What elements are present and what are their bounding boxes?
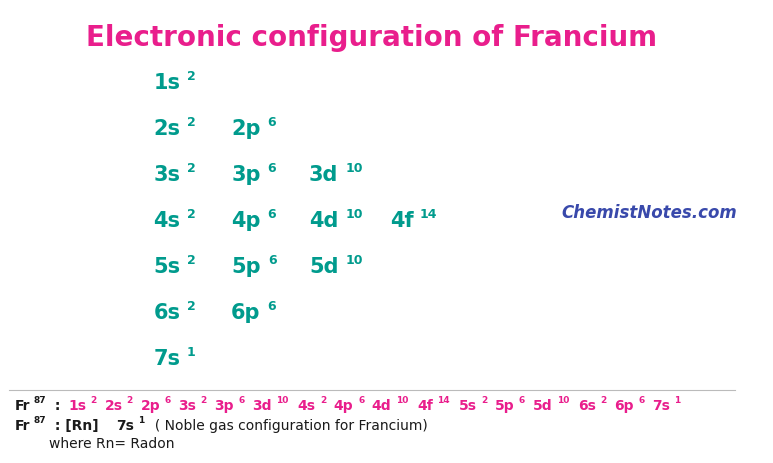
Text: 5d: 5d: [533, 399, 553, 413]
Text: 1: 1: [138, 416, 144, 425]
Text: 2: 2: [187, 254, 196, 267]
Text: Electronic configuration of Francium: Electronic configuration of Francium: [87, 24, 658, 52]
Text: 7s: 7s: [116, 419, 134, 433]
Text: 2p: 2p: [231, 119, 261, 139]
Text: 3p: 3p: [214, 399, 234, 413]
Text: where Rn= Radon: where Rn= Radon: [49, 437, 175, 451]
Text: 6: 6: [239, 396, 245, 405]
Text: 10: 10: [346, 162, 363, 175]
Text: 2: 2: [601, 396, 607, 405]
Text: 6: 6: [267, 254, 277, 267]
Text: 87: 87: [34, 416, 46, 425]
Text: 1s: 1s: [68, 399, 87, 413]
Text: 6: 6: [358, 396, 364, 405]
Text: 6s: 6s: [153, 303, 180, 323]
Text: 5d: 5d: [309, 257, 339, 277]
Text: 4s: 4s: [153, 211, 180, 231]
Text: 3p: 3p: [231, 165, 261, 185]
Text: 4p: 4p: [231, 211, 261, 231]
Text: 6: 6: [638, 396, 645, 405]
Text: 5p: 5p: [231, 257, 261, 277]
Text: 1: 1: [674, 396, 680, 405]
Text: 5p: 5p: [495, 399, 514, 413]
Text: 7s: 7s: [652, 399, 670, 413]
Text: 10: 10: [557, 396, 570, 405]
Text: 2: 2: [187, 116, 196, 129]
Text: 2: 2: [187, 300, 196, 313]
Text: 87: 87: [34, 396, 46, 405]
Text: 2: 2: [187, 208, 196, 221]
Text: 1: 1: [187, 346, 196, 359]
Text: 5s: 5s: [153, 257, 180, 277]
Text: ( Noble gas configuration for Francium): ( Noble gas configuration for Francium): [145, 419, 427, 433]
Text: 6p: 6p: [615, 399, 634, 413]
Text: 2: 2: [187, 162, 196, 175]
Text: 3d: 3d: [252, 399, 272, 413]
Text: 4f: 4f: [390, 211, 414, 231]
Text: 10: 10: [277, 396, 289, 405]
Text: 2p: 2p: [141, 399, 160, 413]
Text: 6s: 6s: [578, 399, 596, 413]
Text: 4f: 4f: [417, 399, 433, 413]
Text: 2: 2: [481, 396, 487, 405]
Text: 6: 6: [165, 396, 171, 405]
Text: 7s: 7s: [153, 349, 180, 369]
Text: 2: 2: [187, 69, 196, 82]
Text: 2: 2: [127, 396, 133, 405]
Text: 6: 6: [267, 116, 276, 129]
Text: 2s: 2s: [104, 399, 122, 413]
Text: :: :: [49, 399, 65, 413]
Text: 4p: 4p: [334, 399, 353, 413]
Text: Fr: Fr: [15, 419, 30, 433]
Text: 10: 10: [396, 396, 408, 405]
Text: 2: 2: [320, 396, 326, 405]
Text: 5s: 5s: [458, 399, 477, 413]
Text: 6: 6: [267, 162, 276, 175]
Text: 3s: 3s: [179, 399, 196, 413]
Text: : [Rn]: : [Rn]: [49, 419, 103, 433]
Text: Fr: Fr: [15, 399, 30, 413]
Text: 6: 6: [519, 396, 525, 405]
Text: 6: 6: [267, 300, 276, 313]
Text: ChemistNotes.com: ChemistNotes.com: [561, 204, 737, 222]
Text: 2s: 2s: [153, 119, 180, 139]
Text: 10: 10: [346, 208, 363, 221]
Text: 14: 14: [437, 396, 450, 405]
Text: 10: 10: [346, 254, 363, 267]
Text: 6: 6: [267, 208, 276, 221]
Text: 3d: 3d: [309, 165, 339, 185]
Text: 2: 2: [90, 396, 97, 405]
Text: 2: 2: [201, 396, 207, 405]
Text: 6p: 6p: [231, 303, 261, 323]
Text: 4s: 4s: [298, 399, 315, 413]
Text: 14: 14: [420, 208, 438, 221]
Text: 4d: 4d: [309, 211, 339, 231]
Text: 4d: 4d: [372, 399, 391, 413]
Text: 1s: 1s: [153, 73, 180, 93]
Text: 3s: 3s: [153, 165, 180, 185]
